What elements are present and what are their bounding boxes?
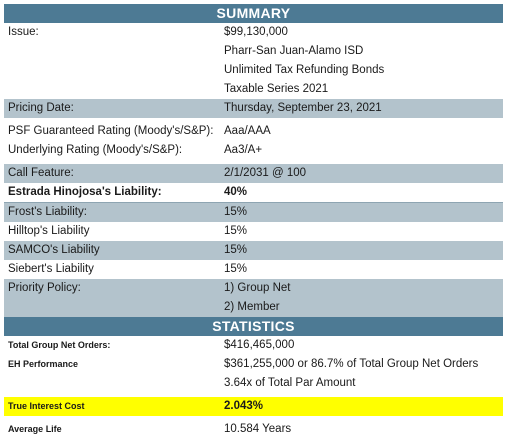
net-orders-label: Total Group Net Orders:: [8, 340, 111, 350]
eh-performance-orders: $361,255,000 or 86.7% of Total Group Net…: [224, 358, 479, 370]
issue-values: $99,130,000 Pharr-San Juan-Alamo ISD Unl…: [224, 23, 503, 99]
samco-liability-label: SAMCO's Liability: [8, 244, 100, 256]
estrada-liability-row: Estrada Hinojosa's Liability: 40%: [4, 183, 503, 203]
underlying-rating-value: Aa3/A+: [224, 144, 263, 156]
bond-type: Unlimited Tax Refunding Bonds: [224, 64, 385, 76]
net-orders-row: Total Group Net Orders: $416,465,000: [4, 336, 503, 355]
issue-label: Issue:: [8, 26, 39, 38]
eh-performance-label: EH Performance: [8, 359, 79, 369]
pricing-date-row: Pricing Date: Thursday, September 23, 20…: [4, 99, 503, 118]
hilltop-liability-row: Hilltop's Liability 15%: [4, 222, 503, 241]
psf-rating-label: PSF Guaranteed Rating (Moody's/S&P):: [8, 125, 214, 137]
siebert-liability-row: Siebert's Liability 15%: [4, 260, 503, 279]
pricing-date-label: Pricing Date:: [8, 102, 74, 114]
hilltop-liability-value: 15%: [224, 225, 248, 237]
frost-liability-row: Frost's Liability: 15%: [4, 203, 503, 222]
estrada-liability-label: Estrada Hinojosa's Liability:: [8, 186, 162, 198]
samco-liability-value: 15%: [224, 244, 248, 256]
eh-performance-par: 3.64x of Total Par Amount: [224, 377, 356, 389]
issue-row: Issue: $99,130,000 Pharr-San Juan-Alamo …: [4, 23, 503, 99]
call-feature-row: Call Feature: 2/1/2031 @ 100: [4, 164, 503, 183]
underlying-rating-row: Underlying Rating (Moody's/S&P): Aa3/A+: [4, 141, 503, 160]
eh-performance-values: $361,255,000 or 86.7% of Total Group Net…: [224, 355, 503, 393]
frost-liability-value: 15%: [224, 206, 248, 218]
psf-rating-row: PSF Guaranteed Rating (Moody's/S&P): Aaa…: [4, 122, 503, 141]
psf-rating-value: Aaa/AAA: [224, 125, 271, 137]
priority-policy-row: Priority Policy: 1) Group Net 2) Member: [4, 279, 503, 317]
pricing-date-value: Thursday, September 23, 2021: [224, 102, 382, 114]
true-interest-cost-row: True Interest Cost 2.043%: [4, 397, 503, 416]
true-interest-cost-label: True Interest Cost: [8, 401, 85, 411]
underlying-rating-label: Underlying Rating (Moody's/S&P):: [8, 144, 183, 156]
true-interest-cost-value: 2.043%: [224, 400, 264, 412]
call-feature-label: Call Feature:: [8, 167, 74, 179]
priority-policy-item: 1) Group Net: [224, 282, 291, 294]
siebert-liability-value: 15%: [224, 263, 248, 275]
bond-series: Taxable Series 2021: [224, 83, 329, 95]
siebert-liability-label: Siebert's Liability: [8, 263, 94, 275]
net-orders-value: $416,465,000: [224, 339, 295, 351]
issue-amount: $99,130,000: [224, 26, 288, 38]
summary-header: SUMMARY: [4, 4, 503, 23]
statistics-header: STATISTICS: [4, 317, 503, 336]
eh-performance-row: EH Performance $361,255,000 or 86.7% of …: [4, 355, 503, 393]
frost-liability-label: Frost's Liability:: [8, 206, 87, 218]
priority-policy-values: 1) Group Net 2) Member: [224, 279, 503, 317]
issuer-name: Pharr-San Juan-Alamo ISD: [224, 45, 364, 57]
average-life-value: 10.584 Years: [224, 423, 292, 435]
samco-liability-row: SAMCO's Liability 15%: [4, 241, 503, 260]
summary-sheet: SUMMARY Issue: $99,130,000 Pharr-San Jua…: [4, 4, 503, 439]
call-feature-value: 2/1/2031 @ 100: [224, 167, 307, 179]
priority-policy-label: Priority Policy:: [8, 282, 81, 294]
average-life-row: Average Life 10.584 Years: [4, 420, 503, 439]
priority-policy-item: 2) Member: [224, 301, 280, 313]
average-life-label: Average Life: [8, 424, 62, 434]
estrada-liability-value: 40%: [224, 186, 248, 198]
hilltop-liability-label: Hilltop's Liability: [8, 225, 90, 237]
